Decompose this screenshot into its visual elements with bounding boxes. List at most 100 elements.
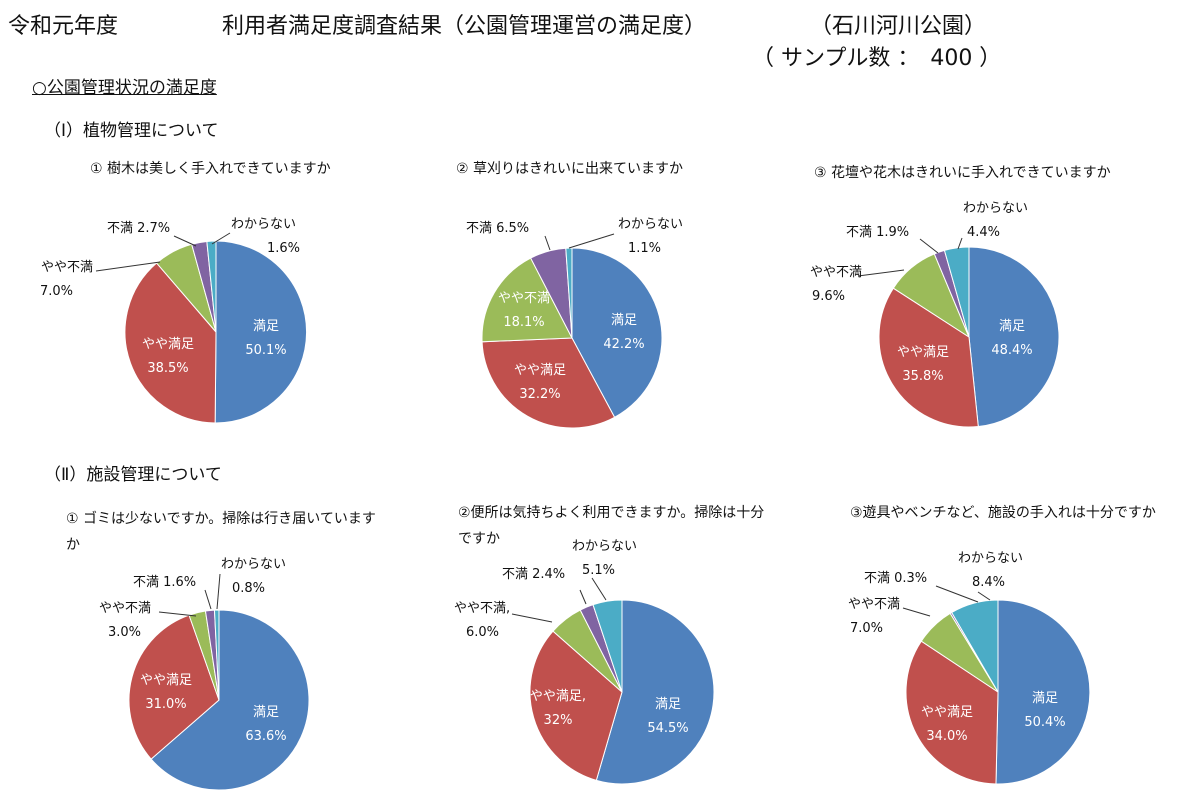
chart-5-slice-1 [595, 599, 715, 785]
chart-3-label-2-percent: 35.8% [902, 369, 943, 384]
chart-1-label-2-category: やや満足 [142, 337, 194, 352]
chart-3-title: ③ 花壇や花木はきれいに手入れできていますか [814, 165, 1111, 181]
chart-6-slice-1 [995, 599, 1091, 785]
chart-2-slice-3 [481, 257, 573, 343]
group-title-facilities: （Ⅱ）施設管理について [44, 465, 222, 485]
chart-1-label-5-percent: 1.6% [267, 241, 300, 256]
sample-size: （ サンプル数 ： 400 ） [752, 46, 1002, 71]
chart-2-label-2-percent: 32.2% [519, 387, 560, 402]
chart-6-label-4: 不満 0.3% [864, 571, 927, 586]
chart-6-label-2-category: やや満足 [921, 705, 973, 720]
chart-6-title: ③遊具やベンチなど、施設の手入れは十分ですか [850, 505, 1156, 521]
chart-6-label-5-percent: 8.4% [972, 575, 1005, 590]
chart-1-leader-line-5 [211, 232, 231, 245]
park-name: （石川河川公園） [810, 14, 987, 39]
chart-4-slice-5 [213, 609, 220, 701]
chart-1-label-4: 不満 2.7% [107, 221, 170, 236]
chart-3-label-1-percent: 48.4% [991, 343, 1032, 358]
chart-3-label-5-category: わからない [963, 201, 1028, 216]
chart-6-leader-line-4 [935, 585, 979, 603]
chart-4-title: ① ゴミは少ないですか。掃除は行き届いていますか [66, 511, 376, 553]
chart-4-slice-2 [128, 614, 220, 760]
chart-3-label-5-percent: 4.4% [967, 225, 1000, 240]
chart-5-leader-line-4 [579, 589, 587, 605]
chart-4-label-1-percent: 63.6% [245, 729, 286, 744]
chart-1-label-3-percent: 7.0% [40, 284, 73, 299]
chart-2-label-3-percent: 18.1% [503, 315, 544, 330]
chart-3-leader-line-3 [857, 269, 905, 277]
fiscal-year: 令和元年度 [8, 14, 119, 39]
chart-2-leader-line-4 [544, 235, 551, 251]
chart-3-label-2-category: やや満足 [897, 345, 949, 360]
chart-5-label-1-percent: 54.5% [647, 721, 688, 736]
chart-1-title: ① 樹木は美しく手入れできていますか [90, 161, 331, 177]
chart-2-slice-5 [565, 247, 573, 339]
chart-4-label-3-category: やや不満 [99, 601, 151, 616]
chart-1-label-3-category: やや不満 [41, 260, 93, 275]
chart-4-leader-line-4 [204, 589, 212, 610]
page-title: 利用者満足度調査結果（公園管理運営の満足度） [222, 14, 707, 39]
chart-3-label-1-category: 満足 [999, 319, 1025, 334]
chart-5-label-4: 不満 2.4% [502, 567, 565, 582]
chart-3-leader-line-5 [957, 237, 963, 250]
chart-5-label-3-percent: 6.0% [466, 625, 499, 640]
chart-1-slice-1 [214, 240, 308, 424]
section-title: ○公園管理状況の満足度 [32, 78, 217, 98]
chart-1-slice-2 [124, 262, 217, 424]
chart-5-label-5-category: わからない [572, 539, 637, 554]
chart-2-leader-line-5 [568, 233, 615, 249]
chart-6-leader-line-5 [977, 591, 991, 601]
chart-5-leader-line-5 [591, 577, 607, 601]
chart-4-leader-line-3 [158, 611, 197, 617]
chart-4-label-3-percent: 3.0% [108, 625, 141, 640]
chart-4-label-4: 不満 1.6% [133, 575, 196, 590]
chart-5-label-2-category: やや満足, [530, 689, 586, 704]
chart-1-leader-line-3 [95, 261, 161, 272]
chart-1-label-1-percent: 50.1% [245, 343, 286, 358]
chart-4-label-2-percent: 31.0% [145, 697, 186, 712]
chart-2-label-3-category: やや不満 [498, 291, 550, 306]
chart-5-slice-5 [592, 599, 623, 693]
chart-5-label-1-category: 満足 [655, 697, 681, 712]
chart-6-label-2-percent: 34.0% [926, 729, 967, 744]
chart-2-label-5-category: わからない [618, 217, 683, 232]
group-title-plants: （Ⅰ）植物管理について [44, 121, 219, 141]
chart-1-leader-line-4 [173, 235, 197, 247]
chart-6-label-1-percent: 50.4% [1024, 715, 1065, 730]
chart-6-slice-5 [951, 599, 999, 694]
chart-4-label-2-category: やや満足 [140, 673, 192, 688]
chart-3-slice-5 [943, 246, 970, 338]
chart-5-label-5-percent: 5.1% [582, 563, 615, 578]
chart-2-label-4: 不満 6.5% [466, 221, 529, 236]
chart-1-label-5-category: わからない [231, 217, 296, 232]
chart-4-label-5-percent: 0.8% [232, 581, 265, 596]
chart-2-label-2-category: やや満足 [514, 363, 566, 378]
chart-2-title: ② 草刈りはきれいに出来ていますか [456, 161, 684, 177]
chart-2-label-1-percent: 42.2% [603, 337, 644, 352]
chart-4-label-5-category: わからない [221, 557, 286, 572]
chart-1-label-2-percent: 38.5% [147, 361, 188, 376]
chart-3-leader-line-4 [919, 238, 939, 254]
chart-5-slice-2 [529, 630, 623, 781]
chart-5-title: ②便所は気持ちよく利用できますか。掃除は十分ですか [458, 505, 765, 547]
chart-1-label-1-category: 満足 [253, 319, 279, 334]
chart-2-slice-2 [481, 337, 616, 429]
chart-4-slice-1 [150, 609, 310, 791]
chart-6-label-3-category: やや不満 [848, 597, 900, 612]
chart-4-label-1-category: 満足 [253, 705, 279, 720]
chart-6-label-5-category: わからない [958, 551, 1023, 566]
chart-2-label-1-category: 満足 [611, 313, 637, 328]
chart-6-label-3-percent: 7.0% [850, 621, 883, 636]
chart-4-leader-line-5 [216, 573, 221, 610]
chart-3-label-3-percent: 9.6% [812, 289, 845, 304]
chart-6-label-1-category: 満足 [1032, 691, 1058, 706]
chart-3-label-3-category: やや不満 [810, 265, 862, 280]
chart-2-slice-1 [571, 247, 663, 418]
chart-5-label-3-category: やや不満, [454, 601, 510, 616]
chart-5-leader-line-3 [511, 613, 553, 623]
chart-2-label-5-percent: 1.1% [628, 241, 661, 256]
chart-3-slice-1 [968, 246, 1060, 428]
chart-3-label-4: 不満 1.9% [846, 225, 909, 240]
chart-6-leader-line-3 [902, 607, 931, 617]
